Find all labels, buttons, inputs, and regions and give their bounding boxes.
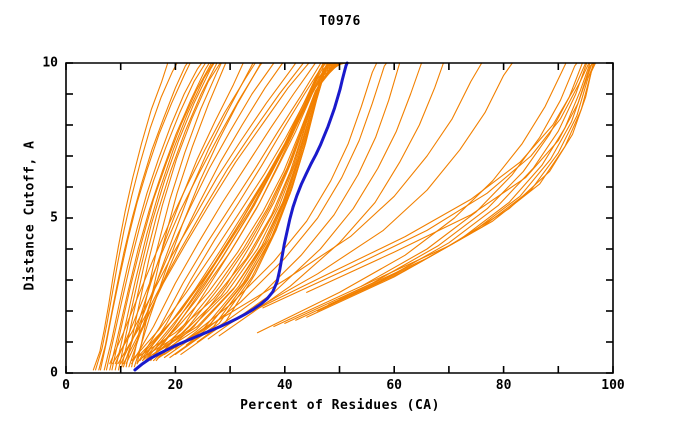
y-tick-label: 5	[50, 210, 58, 226]
x-tick-label: 80	[495, 378, 512, 393]
prediction-curve	[185, 62, 388, 346]
y-tick-label: 10	[42, 55, 58, 71]
prediction-curve	[256, 62, 567, 334]
prediction-curve	[131, 62, 222, 368]
prediction-curve	[207, 62, 423, 340]
prediction-curve	[117, 62, 215, 371]
prediction-curve	[174, 62, 378, 349]
prediction-curve	[94, 62, 178, 371]
prediction-curve	[142, 62, 327, 355]
prediction-curve	[273, 62, 578, 328]
prediction-curve	[111, 62, 213, 371]
prediction-curve	[317, 62, 593, 312]
x-tick-label: 20	[167, 378, 184, 393]
prediction-curve	[295, 62, 588, 321]
prediction-curve	[109, 62, 256, 365]
prediction-curve	[202, 62, 483, 331]
prediction-curve	[147, 62, 324, 355]
prediction-curve	[360, 62, 594, 287]
prediction-curve	[121, 62, 218, 368]
x-tick-label: 60	[386, 378, 403, 393]
prediction-curve	[155, 62, 330, 352]
prediction-curve	[92, 62, 169, 371]
x-axis-label: Percent of Residues (CA)	[240, 398, 440, 413]
prediction-curve	[338, 62, 597, 300]
prediction-curve	[152, 62, 332, 355]
prediction-curve	[284, 62, 583, 324]
prediction-curve	[218, 62, 444, 337]
x-tick-label: 40	[276, 378, 293, 393]
reference-curve	[133, 61, 349, 372]
prediction-curve	[245, 62, 587, 315]
prediction-curve	[262, 62, 590, 309]
prediction-curve	[131, 62, 316, 365]
prediction-curve	[111, 62, 297, 365]
prediction-curve	[109, 62, 210, 371]
x-tick-label: 100	[601, 378, 625, 393]
prediction-curve	[125, 62, 221, 368]
prediction-curve	[117, 62, 304, 365]
prediction-curve	[103, 62, 203, 371]
prediction-curve	[163, 62, 335, 355]
prediction-curve	[105, 62, 207, 371]
prediction-curve	[122, 62, 310, 365]
prediction-curve	[196, 62, 401, 343]
prediction-curve	[142, 62, 339, 359]
y-tick-label: 0	[50, 365, 58, 381]
x-tick-label: 0	[62, 378, 70, 393]
page-title: T0976	[319, 14, 361, 29]
prediction-curve	[229, 62, 513, 324]
prediction-curve	[136, 62, 322, 365]
prediction-curve	[99, 62, 191, 371]
prediction-curve	[306, 62, 594, 293]
prediction-curve	[120, 62, 275, 365]
prediction-curve	[114, 62, 263, 365]
data-series-layer	[92, 61, 597, 372]
axes-layer	[65, 62, 614, 374]
prediction-curve	[147, 62, 335, 362]
prediction-curve	[114, 62, 214, 371]
